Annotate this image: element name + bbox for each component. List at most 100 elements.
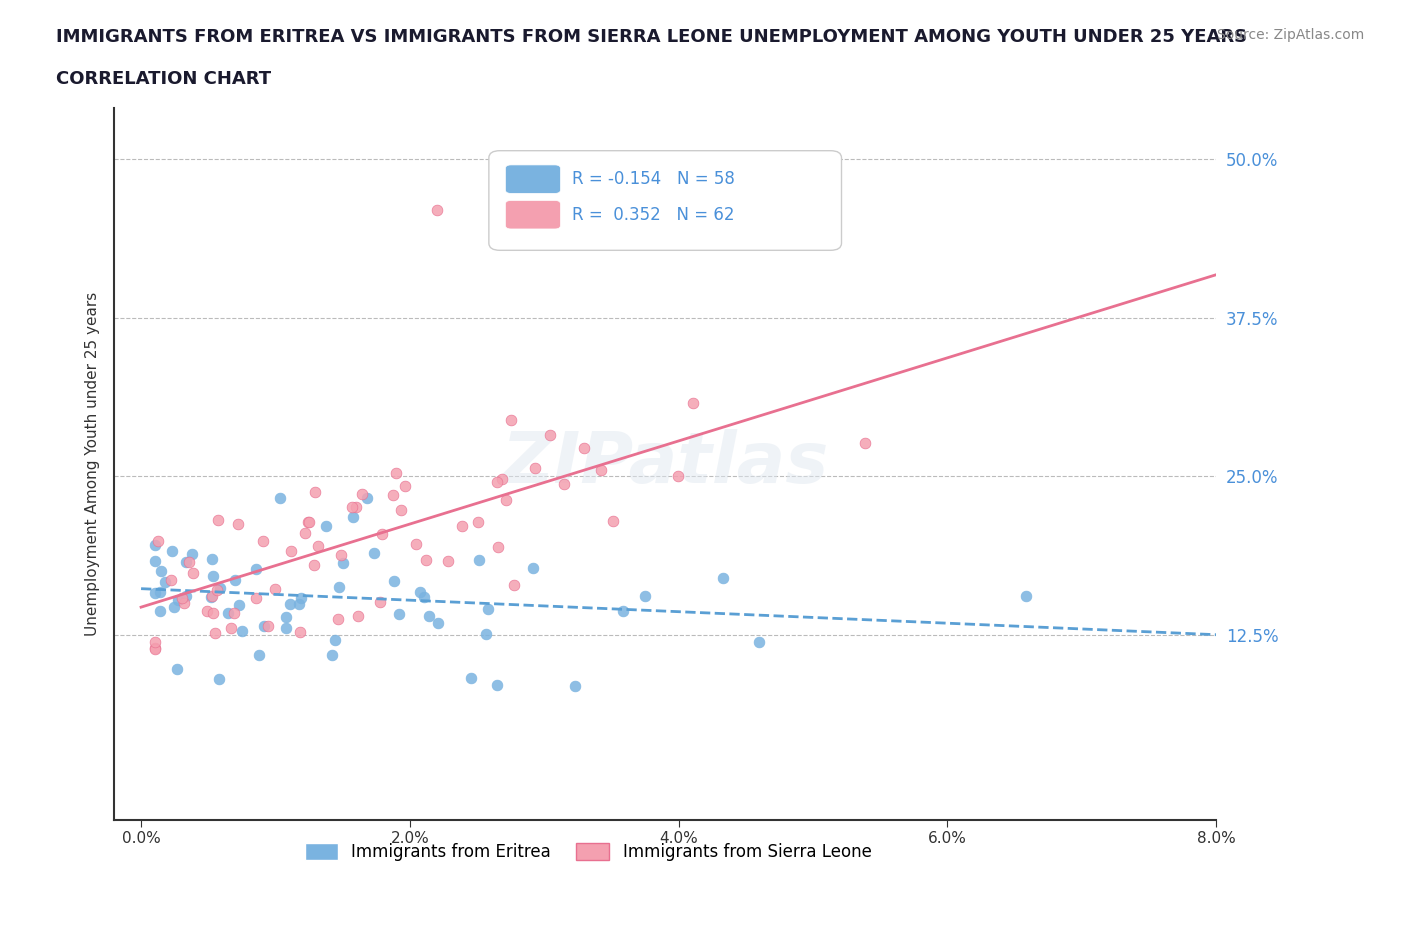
Point: [174, 555, 197, 570]
Point: [297, 514, 319, 529]
Point: [143, 554, 166, 569]
Point: [160, 573, 183, 588]
Point: [177, 554, 200, 569]
Point: [748, 634, 770, 649]
Point: [467, 515, 489, 530]
Point: [634, 589, 657, 604]
Point: [166, 661, 188, 676]
Point: [174, 589, 197, 604]
Point: [224, 573, 246, 588]
Point: [491, 472, 513, 487]
Point: [589, 463, 612, 478]
Point: [294, 526, 316, 541]
Point: [485, 677, 508, 692]
Point: [276, 620, 298, 635]
Text: CORRELATION CHART: CORRELATION CHART: [56, 70, 271, 87]
Point: [415, 552, 437, 567]
FancyBboxPatch shape: [489, 151, 842, 250]
Point: [307, 538, 329, 553]
Point: [228, 598, 250, 613]
Point: [207, 513, 229, 528]
Point: [288, 624, 311, 639]
Point: [201, 551, 224, 566]
Point: [302, 557, 325, 572]
Point: [222, 605, 245, 620]
Point: [612, 604, 634, 618]
Point: [205, 583, 228, 598]
Point: [368, 595, 391, 610]
Point: [389, 502, 412, 517]
Point: [384, 466, 406, 481]
Point: [195, 604, 218, 618]
Point: [328, 580, 350, 595]
Point: [252, 533, 274, 548]
Point: [666, 468, 689, 483]
Point: [427, 616, 450, 631]
Point: [304, 485, 326, 499]
Point: [204, 625, 226, 640]
Text: Source: ZipAtlas.com: Source: ZipAtlas.com: [1216, 28, 1364, 42]
FancyBboxPatch shape: [505, 201, 561, 229]
Point: [146, 533, 169, 548]
Point: [394, 478, 416, 493]
Point: [347, 609, 370, 624]
Point: [1015, 588, 1038, 603]
Point: [405, 537, 427, 551]
Point: [315, 518, 337, 533]
Point: [522, 560, 544, 575]
Point: [323, 632, 346, 647]
Point: [363, 545, 385, 560]
Point: [155, 574, 177, 589]
Point: [280, 543, 302, 558]
Point: [350, 487, 373, 502]
Point: [143, 641, 166, 656]
Point: [163, 600, 186, 615]
Point: [160, 543, 183, 558]
Point: [564, 679, 586, 694]
Point: [202, 569, 225, 584]
Point: [143, 586, 166, 601]
Point: [181, 565, 204, 580]
Point: [342, 510, 364, 525]
Point: [253, 619, 276, 634]
Point: [200, 590, 222, 604]
Point: [572, 441, 595, 456]
Point: [226, 517, 249, 532]
Point: [381, 487, 404, 502]
Point: [495, 493, 517, 508]
Point: [143, 635, 166, 650]
Point: [477, 602, 499, 617]
Point: [682, 396, 704, 411]
Point: [382, 573, 405, 588]
Point: [450, 519, 472, 534]
Point: [287, 597, 309, 612]
Point: [207, 671, 229, 686]
Point: [413, 590, 436, 604]
Point: [321, 647, 343, 662]
Point: [711, 570, 734, 585]
Point: [247, 648, 270, 663]
Point: [149, 604, 172, 618]
Text: IMMIGRANTS FROM ERITREA VS IMMIGRANTS FROM SIERRA LEONE UNEMPLOYMENT AMONG YOUTH: IMMIGRANTS FROM ERITREA VS IMMIGRANTS FR…: [56, 28, 1247, 46]
Y-axis label: Unemployment Among Youth under 25 years: Unemployment Among Youth under 25 years: [86, 292, 100, 636]
Point: [172, 591, 194, 605]
Point: [245, 591, 267, 605]
Point: [181, 547, 204, 562]
Point: [460, 671, 482, 685]
Point: [269, 490, 291, 505]
Point: [467, 552, 489, 567]
Point: [371, 526, 394, 541]
Point: [426, 202, 449, 217]
Point: [219, 620, 242, 635]
Point: [209, 580, 232, 595]
Point: [245, 562, 267, 577]
Text: ZIPatlas: ZIPatlas: [502, 430, 830, 498]
Point: [344, 499, 367, 514]
Legend: Immigrants from Eritrea, Immigrants from Sierra Leone: Immigrants from Eritrea, Immigrants from…: [298, 837, 879, 868]
Point: [356, 491, 378, 506]
Point: [231, 623, 253, 638]
Point: [274, 609, 297, 624]
Point: [408, 585, 430, 600]
Point: [143, 538, 166, 552]
Point: [264, 581, 287, 596]
